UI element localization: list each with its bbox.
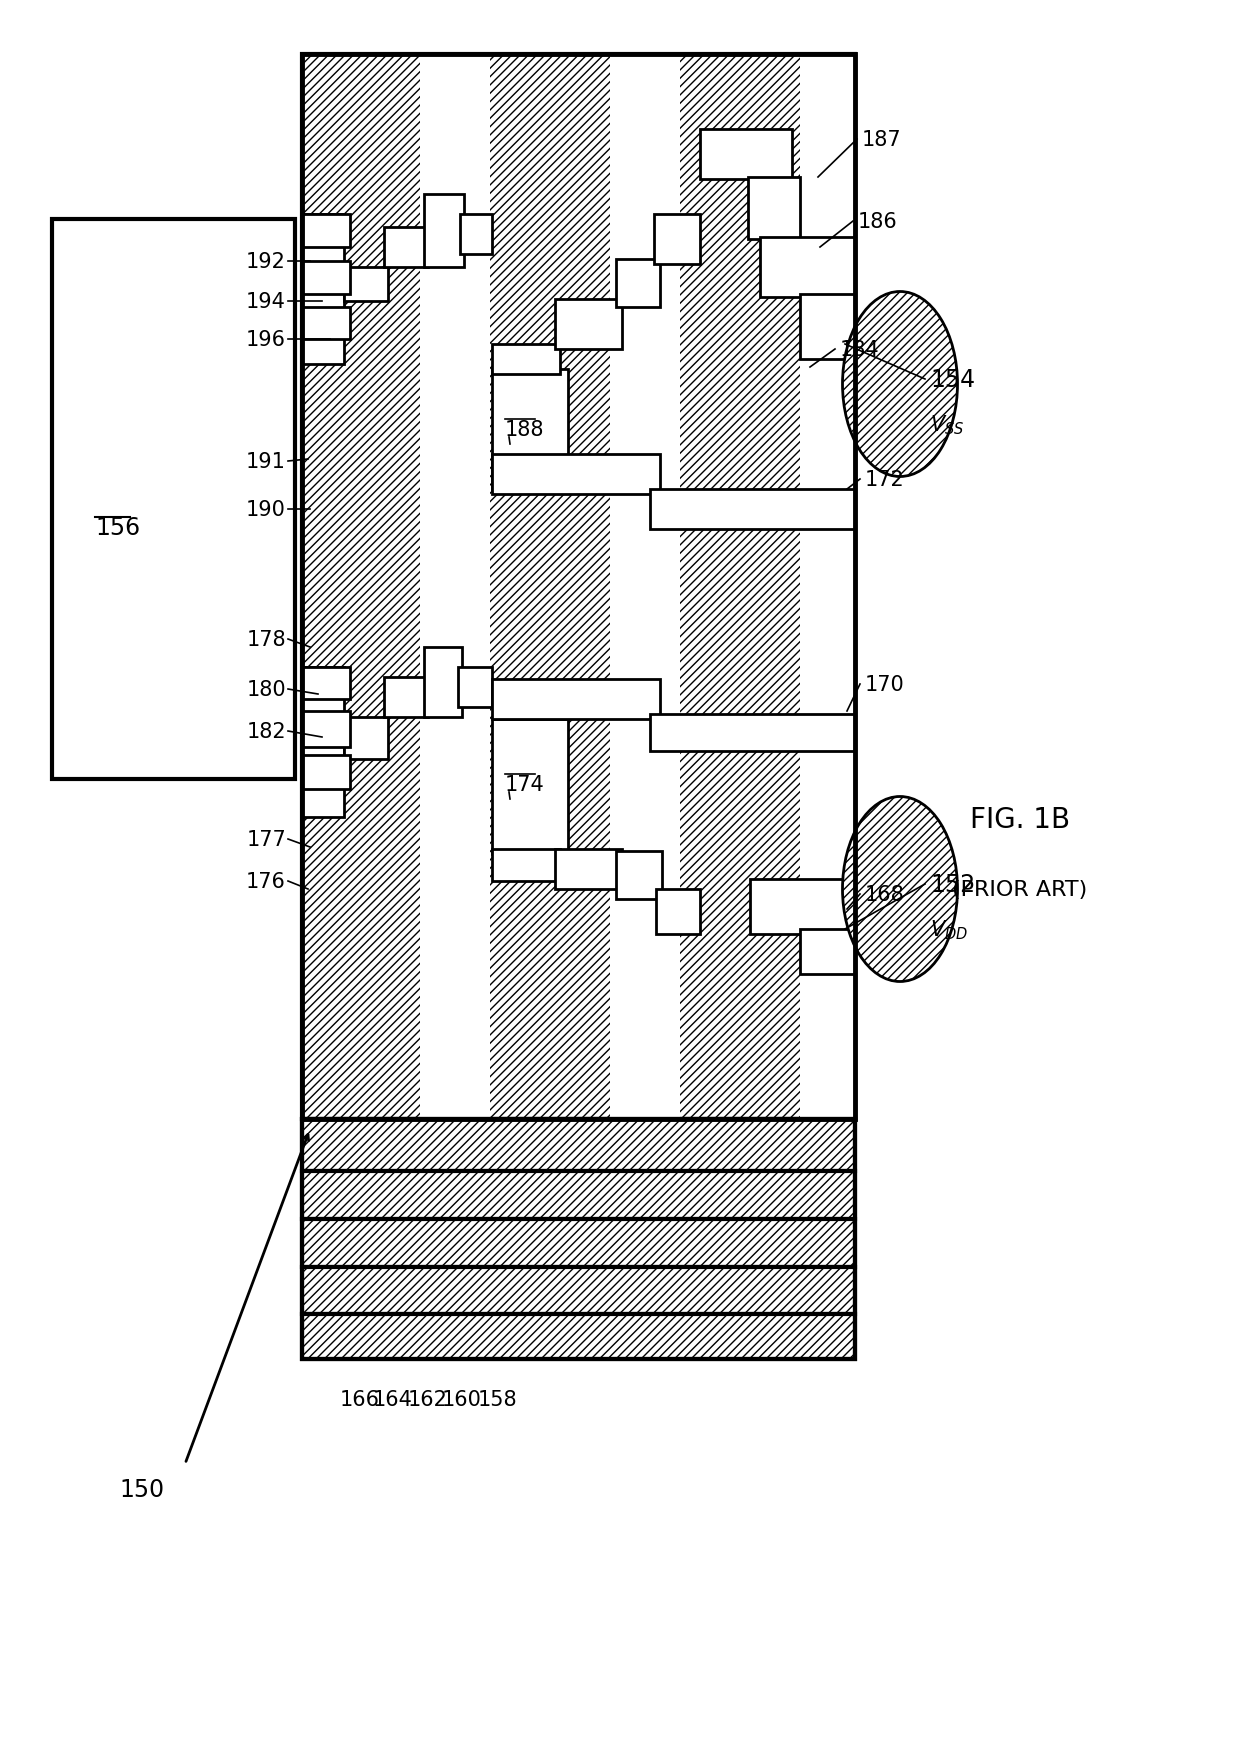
Bar [420, 54, 490, 1119]
Bar [760, 237, 856, 299]
Bar [303, 1314, 856, 1360]
Bar [384, 678, 428, 717]
Text: 192: 192 [246, 251, 286, 272]
Bar [303, 756, 350, 789]
Bar [303, 668, 343, 817]
Bar [492, 720, 568, 854]
Bar [303, 1119, 856, 1172]
Ellipse shape [842, 292, 957, 478]
Text: 187: 187 [862, 130, 901, 149]
Text: 182: 182 [247, 722, 286, 741]
Text: 190: 190 [246, 499, 286, 520]
Bar [303, 1267, 856, 1314]
Text: $V_{DD}$: $V_{DD}$ [930, 917, 968, 942]
Bar [610, 54, 680, 1119]
Bar [424, 195, 464, 267]
Bar [650, 490, 856, 529]
Bar [303, 1219, 856, 1267]
Bar [343, 267, 388, 302]
Bar [303, 712, 350, 747]
Text: 156: 156 [95, 517, 140, 539]
Bar [492, 680, 660, 720]
Text: 172: 172 [866, 469, 905, 490]
Text: 196: 196 [246, 330, 286, 350]
Bar [653, 214, 701, 265]
Text: 191: 191 [246, 452, 286, 471]
Text: 164: 164 [373, 1390, 413, 1409]
Bar [556, 300, 622, 350]
Bar [458, 668, 492, 708]
Text: 184: 184 [839, 339, 879, 360]
Bar [303, 214, 343, 365]
Bar [800, 929, 856, 975]
Bar [424, 648, 463, 717]
Text: 150: 150 [120, 1478, 165, 1500]
Bar [650, 715, 856, 752]
Bar [492, 850, 560, 882]
Bar [701, 130, 792, 179]
Text: 168: 168 [866, 884, 905, 905]
Bar [616, 852, 662, 900]
Bar [492, 344, 560, 374]
Text: 152: 152 [930, 873, 975, 896]
Bar [303, 262, 350, 295]
Text: 176: 176 [246, 871, 286, 891]
Text: 178: 178 [247, 629, 286, 650]
Text: (PRIOR ART): (PRIOR ART) [952, 880, 1087, 900]
Bar [384, 228, 428, 267]
Text: $V_{SS}$: $V_{SS}$ [930, 413, 965, 436]
Text: 166: 166 [340, 1390, 379, 1409]
Bar [303, 307, 350, 339]
Bar [52, 220, 295, 780]
Bar [800, 295, 856, 360]
Text: 174: 174 [505, 775, 544, 794]
Bar [303, 214, 350, 248]
Bar [656, 889, 701, 935]
Bar [800, 54, 856, 1119]
Bar [343, 717, 388, 759]
Bar [303, 54, 856, 1119]
Text: 188: 188 [505, 420, 544, 439]
Bar [303, 1119, 856, 1360]
Bar [460, 214, 492, 255]
Bar [492, 369, 568, 490]
Bar [303, 668, 350, 699]
Bar [556, 850, 622, 889]
Bar [492, 455, 660, 495]
Bar [748, 177, 800, 241]
Text: 162: 162 [408, 1390, 448, 1409]
Text: 177: 177 [247, 829, 286, 850]
Bar [303, 1172, 856, 1219]
Bar [303, 54, 856, 1119]
Text: 154: 154 [930, 367, 975, 392]
Text: 158: 158 [477, 1390, 517, 1409]
Ellipse shape [842, 798, 957, 982]
Text: 160: 160 [443, 1390, 482, 1409]
Bar [616, 260, 660, 307]
Text: 180: 180 [247, 680, 286, 699]
Bar [750, 880, 856, 935]
Text: 186: 186 [858, 213, 898, 232]
Text: FIG. 1B: FIG. 1B [970, 805, 1070, 833]
Text: 194: 194 [246, 292, 286, 311]
Text: 170: 170 [866, 675, 905, 694]
